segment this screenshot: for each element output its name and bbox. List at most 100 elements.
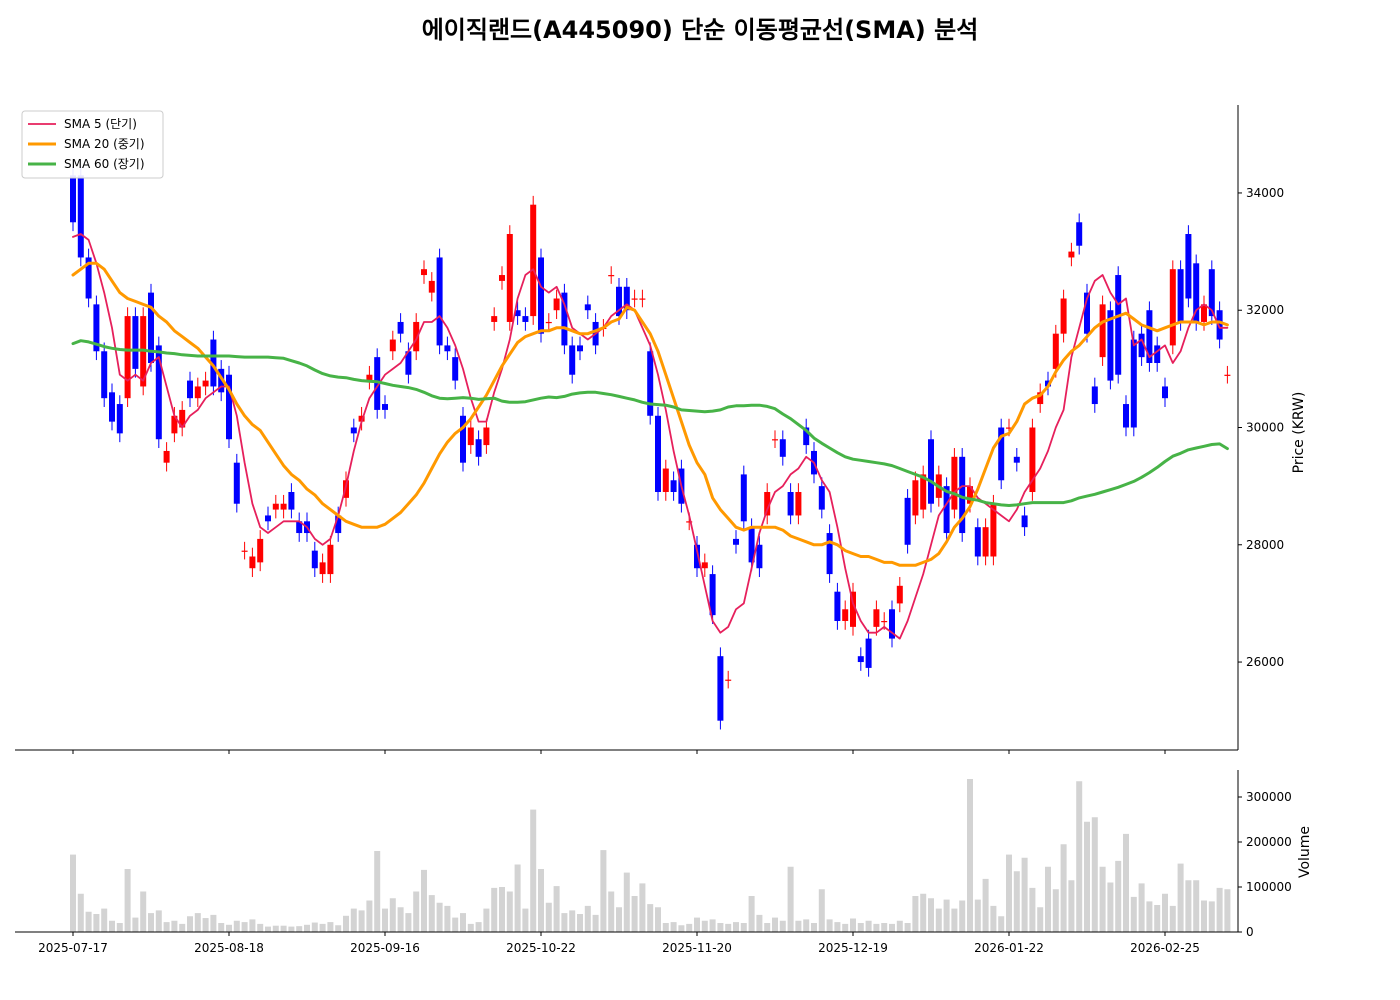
sma-lines	[71, 233, 1229, 640]
candle-body	[1185, 234, 1192, 299]
candle-body	[163, 450, 170, 463]
volume-bar	[584, 905, 591, 932]
volume-bar	[467, 923, 474, 932]
candle-body	[561, 292, 568, 346]
candle-body	[826, 533, 833, 575]
candle-body	[1060, 298, 1067, 334]
volume-bar	[265, 926, 271, 932]
volume-bar	[1193, 880, 1200, 932]
candle-body	[179, 409, 186, 428]
volume-bar	[764, 923, 771, 932]
volume-bar	[499, 887, 505, 932]
candle-body	[584, 304, 591, 311]
volume-bar	[686, 923, 693, 932]
candle-body	[421, 269, 427, 276]
volume-bar	[428, 895, 435, 932]
volume-bar	[257, 923, 264, 932]
candle-body	[748, 527, 755, 563]
volume-bar	[93, 914, 100, 932]
candle-body	[530, 204, 537, 317]
volume-bar	[124, 869, 131, 932]
volume-bar	[631, 896, 638, 932]
volume-bar	[311, 922, 318, 932]
candle-body	[335, 515, 342, 534]
volume-bar	[382, 908, 388, 932]
candle-body	[1216, 310, 1223, 340]
volume-bar	[1052, 889, 1059, 932]
volume-bar	[881, 923, 888, 932]
volume-bar	[1013, 871, 1020, 932]
candle-body	[928, 439, 934, 504]
candle-body	[756, 544, 763, 569]
candle-body	[538, 257, 544, 334]
volume-bar	[623, 872, 630, 932]
candle-body	[998, 427, 1005, 481]
volume-bar	[928, 898, 934, 932]
candle-body	[280, 503, 287, 510]
candle-body	[452, 357, 459, 381]
candle-body	[974, 527, 981, 557]
candles	[70, 166, 1231, 730]
volume-bar	[444, 905, 451, 932]
candle-body	[1115, 275, 1122, 375]
legend-label-2: SMA 60 (장기)	[64, 157, 145, 171]
volume-bar	[725, 923, 732, 932]
volume-bar	[226, 924, 232, 932]
candle-body	[194, 386, 201, 399]
volume-bar	[873, 923, 880, 932]
candle-body	[787, 492, 794, 516]
volume-bar	[163, 922, 170, 932]
volume-bar	[452, 917, 459, 932]
volume-bar	[1169, 905, 1176, 932]
volume-bar	[1076, 781, 1083, 932]
volume-bar	[553, 886, 560, 932]
x-axis: 2025-07-17 2025-08-18 2025-09-16 2025-10-22…	[38, 750, 1200, 955]
candle-body	[553, 298, 560, 311]
candle-body	[904, 497, 911, 545]
date-tick-label: 2026-02-25	[1130, 941, 1200, 955]
candle-body	[709, 574, 716, 616]
volume-bar	[943, 899, 950, 932]
candle-body	[1013, 456, 1020, 463]
volume-bar	[77, 893, 84, 932]
volume-bar	[896, 920, 903, 932]
volume-bar	[109, 920, 115, 932]
candle-body	[951, 456, 958, 510]
candle-body	[233, 462, 240, 504]
volume-bar	[304, 924, 310, 932]
candle-body	[873, 609, 880, 627]
candle-body	[1068, 251, 1075, 258]
volume-bar	[1107, 882, 1114, 932]
volume-bar	[171, 920, 178, 932]
volume-bar	[577, 914, 583, 932]
candle-body	[272, 503, 279, 510]
candle-body	[569, 345, 576, 375]
candle-body	[499, 275, 505, 281]
candle-body	[1099, 304, 1106, 358]
candle-body	[1208, 269, 1215, 317]
candle-body	[1162, 386, 1168, 399]
candle-body	[1146, 310, 1153, 363]
candle-body	[85, 257, 92, 299]
candle-body	[662, 468, 669, 492]
candle-body	[483, 427, 490, 446]
candle-body	[943, 486, 950, 534]
volume-bar	[1037, 907, 1044, 932]
candle-body	[522, 316, 529, 322]
volume-bar	[491, 887, 498, 932]
volume-bar	[148, 913, 154, 932]
chart-title: 에이직랜드(A445090) 단순 이동평균선(SMA) 분석	[422, 16, 979, 44]
volume-bar	[85, 911, 92, 932]
volume-bar	[140, 891, 147, 932]
date-tick-label: 2025-08-18	[194, 941, 264, 955]
volume-bar	[233, 920, 240, 932]
candle-body	[850, 591, 856, 627]
volume-bar	[405, 913, 412, 932]
price-tick-label: 26000	[1246, 655, 1284, 669]
candle-body	[1138, 333, 1145, 358]
volume-bar	[639, 883, 646, 932]
volume-bar	[670, 922, 677, 932]
candle-body	[413, 321, 420, 352]
candle-body	[1130, 339, 1137, 428]
